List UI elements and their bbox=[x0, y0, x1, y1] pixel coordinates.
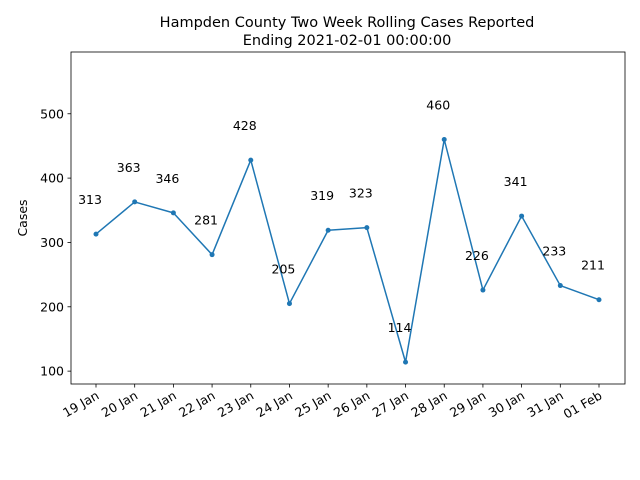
data-point bbox=[248, 157, 254, 163]
chart-title-line2: Ending 2021-02-01 00:00:00 bbox=[243, 33, 452, 49]
data-label: 211 bbox=[581, 258, 605, 273]
data-point bbox=[557, 283, 563, 289]
x-tick-label: 20 Jan bbox=[99, 388, 140, 421]
x-tick-label: 19 Jan bbox=[60, 388, 101, 421]
data-point bbox=[286, 301, 292, 307]
data-label: 114 bbox=[388, 320, 412, 335]
data-label: 281 bbox=[194, 213, 218, 228]
data-point bbox=[480, 287, 486, 293]
x-tick-label: 22 Jan bbox=[176, 388, 217, 421]
x-tick-label: 26 Jan bbox=[331, 388, 372, 421]
y-tick-label: 400 bbox=[40, 171, 64, 186]
data-point bbox=[170, 210, 176, 216]
x-tick-label: 27 Jan bbox=[370, 388, 411, 421]
x-tick-label: 25 Jan bbox=[292, 388, 333, 421]
data-point bbox=[441, 137, 447, 143]
data-point bbox=[403, 359, 409, 365]
data-label: 363 bbox=[117, 160, 141, 175]
data-label: 313 bbox=[78, 192, 102, 207]
data-point bbox=[325, 227, 331, 233]
data-label: 323 bbox=[349, 186, 373, 201]
x-tick-label: 23 Jan bbox=[215, 388, 256, 421]
y-tick-label: 300 bbox=[40, 235, 64, 250]
y-axis-label: Cases bbox=[15, 199, 30, 236]
series-line bbox=[95, 138, 600, 363]
data-label: 346 bbox=[155, 171, 179, 186]
x-tick-label: 31 Jan bbox=[524, 388, 565, 421]
data-label: 460 bbox=[426, 98, 450, 113]
data-label: 319 bbox=[310, 188, 334, 203]
chart-title-line1: Hampden County Two Week Rolling Cases Re… bbox=[160, 15, 535, 31]
data-point bbox=[596, 297, 602, 303]
data-point bbox=[93, 231, 99, 237]
data-label: 428 bbox=[233, 118, 257, 133]
x-tick-label: 29 Jan bbox=[447, 388, 488, 421]
data-label: 226 bbox=[465, 248, 489, 263]
data-label: 205 bbox=[272, 262, 296, 277]
plot-frame bbox=[70, 51, 626, 385]
y-tick-label: 200 bbox=[40, 299, 64, 314]
data-point bbox=[209, 252, 215, 258]
y-tick-label: 500 bbox=[40, 106, 64, 121]
data-point bbox=[519, 213, 525, 219]
y-tick-label: 100 bbox=[40, 364, 64, 379]
x-tick-label: 21 Jan bbox=[137, 388, 178, 421]
data-label: 341 bbox=[504, 174, 528, 189]
x-tick-label: 30 Jan bbox=[486, 388, 527, 421]
x-tick-label: 28 Jan bbox=[408, 388, 449, 421]
data-label: 233 bbox=[542, 244, 566, 259]
x-tick-label: 01 Feb bbox=[561, 388, 605, 422]
data-point bbox=[132, 199, 138, 205]
data-point bbox=[364, 225, 370, 231]
x-tick-label: 24 Jan bbox=[254, 388, 295, 421]
